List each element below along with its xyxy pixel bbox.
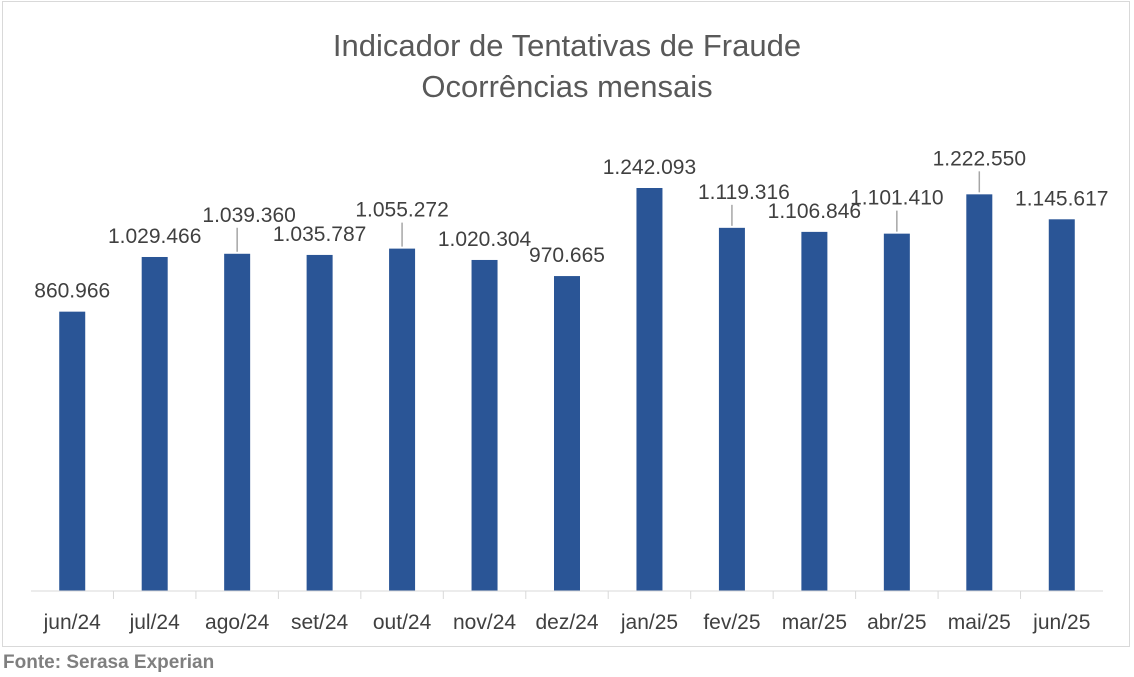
bar-jul-24 [141, 256, 168, 591]
bar-ago-24 [224, 253, 251, 591]
bar-mai-25 [966, 194, 993, 592]
x-tick-label: set/24 [291, 611, 349, 634]
x-tick-label: dez/24 [535, 611, 598, 634]
x-tick-label: out/24 [373, 611, 432, 634]
data-label: 1.029.466 [108, 225, 201, 248]
data-label: 1.242.093 [603, 156, 696, 179]
data-label: 1.101.410 [850, 187, 943, 210]
bar-set-24 [306, 254, 333, 591]
bar-jun-24 [59, 311, 86, 591]
data-labels-layer: 860.966 1.029.4661.039.3601.035.7871.055.… [34, 147, 1108, 302]
chart-subtitle: Ocorrências mensais [421, 69, 712, 104]
data-label: 1.222.550 [933, 147, 1026, 170]
x-tick-label: fev/25 [703, 611, 760, 634]
data-label: 1.106.846 [768, 200, 861, 223]
bar-abr-25 [883, 233, 910, 591]
x-tick-label: jan/25 [620, 611, 678, 634]
chart-frame: Indicador de Tentativas de Fraude Ocorrê… [2, 1, 1130, 647]
bar-jun-25 [1048, 219, 1075, 591]
x-tick-label: ago/24 [205, 611, 270, 634]
data-label: 1.035.787 [273, 223, 366, 246]
chart-area: Indicador de Tentativas de Fraude Ocorrê… [31, 28, 1108, 634]
data-label: 1.145.617 [1015, 187, 1108, 210]
x-tick-label: nov/24 [453, 611, 516, 634]
bar-nov-24 [471, 259, 498, 591]
data-label: 1.020.304 [438, 228, 532, 251]
bar-out-24 [389, 248, 416, 592]
x-tick-label: abr/25 [867, 611, 927, 634]
data-label: 970.665 [529, 244, 605, 267]
chart-title: Indicador de Tentativas de Fraude [333, 28, 801, 63]
x-tick-label: mar/25 [782, 611, 847, 634]
data-label: 1.055.272 [355, 199, 448, 222]
source-note: Fonte: Serasa Experian [3, 652, 215, 673]
bar-jan-25 [636, 188, 663, 591]
bars-layer [59, 188, 1075, 592]
x-tick-label: jun/24 [43, 611, 102, 634]
data-label: 1.119.316 [698, 181, 790, 204]
data-label: 1.039.360 [202, 204, 295, 227]
leader-lines-layer [236, 171, 981, 252]
bar-mar-25 [801, 231, 828, 591]
data-label: 860.966 [34, 280, 110, 303]
x-tick-label: jun/25 [1032, 611, 1090, 634]
x-tick-label: jul/24 [129, 611, 181, 634]
bar-fev-25 [718, 227, 745, 592]
x-tick-labels-layer: jun/24 jul/24 ago/24 set/24 out/24 nov/24 dez/… [43, 591, 1090, 634]
x-tick-label: mai/25 [948, 611, 1011, 634]
bar-dez-24 [554, 276, 580, 591]
